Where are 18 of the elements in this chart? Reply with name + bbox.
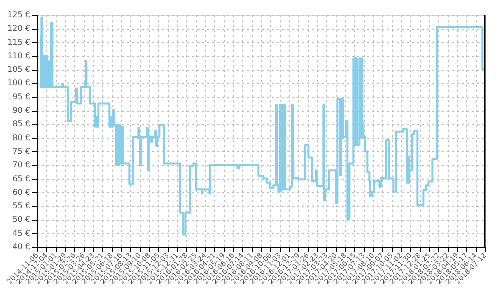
y-tick-label: 60 € — [12, 188, 30, 197]
y-tick-label: 90 € — [12, 106, 30, 116]
y-tick-label: 125 € — [8, 10, 30, 20]
y-tick-label: 95 € — [12, 92, 30, 102]
y-tick-label: 70 € — [12, 160, 30, 170]
y-tick-label: 115 € — [8, 38, 30, 47]
y-tick-label: 50 € — [12, 215, 30, 224]
y-tick-label: 75 € — [12, 146, 30, 156]
y-tick-label: 110 € — [8, 51, 30, 60]
y-tick-label: 40 € — [12, 242, 30, 252]
y-tick-label: 55 € — [12, 202, 30, 211]
y-tick-label: 80 € — [12, 133, 30, 142]
y-tick-label: 85 € — [12, 120, 30, 129]
y-tick-label: 45 € — [12, 228, 30, 238]
y-tick-label: 120 € — [8, 24, 30, 34]
y-tick-label: 100 € — [8, 78, 30, 88]
y-tick-label: 65 € — [12, 174, 30, 184]
y-tick-label: 105 € — [8, 65, 30, 74]
